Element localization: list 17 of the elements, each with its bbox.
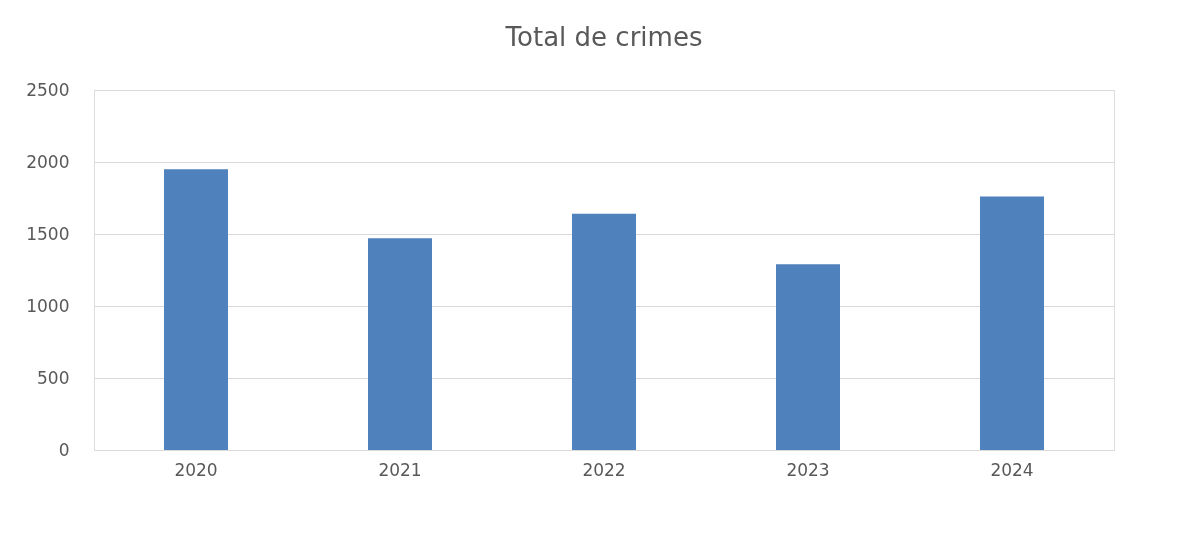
bar <box>164 169 228 450</box>
x-tick-label: 2020 <box>174 459 218 480</box>
bar <box>980 196 1044 450</box>
y-tick-label: 2500 <box>26 79 70 100</box>
bar <box>368 238 432 450</box>
x-tick-label: 2024 <box>990 459 1034 480</box>
bar <box>572 213 636 450</box>
y-tick-label: 1000 <box>26 295 70 316</box>
x-tick-label: 2023 <box>786 459 830 480</box>
y-tick-label: 1500 <box>26 223 70 244</box>
y-tick-label: 500 <box>37 367 70 388</box>
chart-title: Total de crimes <box>504 22 703 52</box>
x-tick-label: 2022 <box>582 459 626 480</box>
x-tick-label: 2021 <box>378 459 422 480</box>
bar <box>776 264 840 450</box>
y-tick-label: 0 <box>58 439 70 460</box>
y-tick-label: 2000 <box>26 151 70 172</box>
